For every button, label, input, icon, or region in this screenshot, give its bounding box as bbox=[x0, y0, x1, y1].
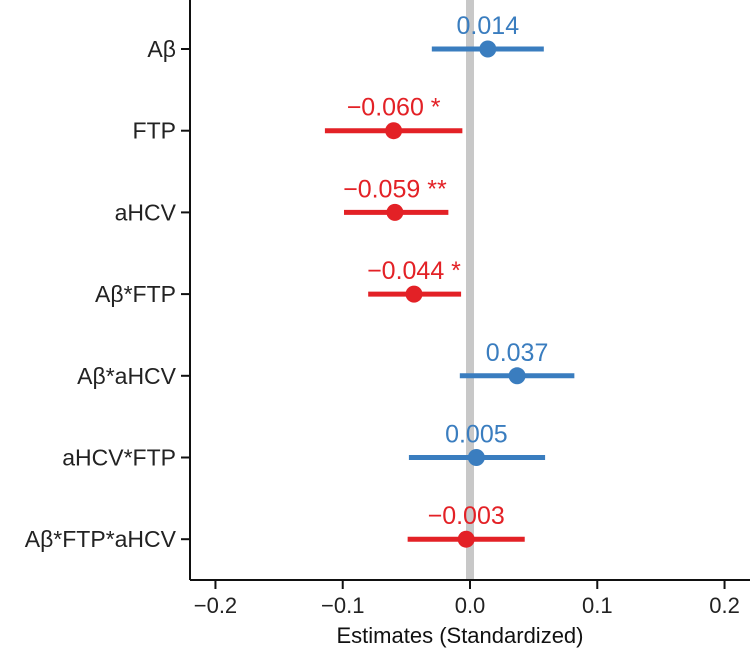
row-label: aHCV bbox=[115, 199, 177, 225]
estimate-label: 0.005 bbox=[445, 421, 508, 449]
estimate-label: −0.059 ** bbox=[343, 175, 447, 203]
row-label: aHCV*FTP bbox=[62, 445, 176, 471]
row-label: Aβ bbox=[147, 36, 176, 62]
estimate-point bbox=[508, 367, 526, 385]
x-tick-label: 0.0 bbox=[455, 593, 486, 618]
estimate-point bbox=[467, 449, 485, 466]
estimate-point bbox=[457, 530, 475, 548]
estimate-point bbox=[385, 122, 403, 140]
estimate-label: −0.060 * bbox=[347, 94, 441, 122]
estimate-label: 0.037 bbox=[486, 339, 549, 367]
row-label: Aβ*FTP bbox=[95, 281, 176, 307]
estimate-point bbox=[386, 203, 404, 221]
x-tick-label: −0.1 bbox=[321, 593, 364, 618]
x-tick-label: 0.2 bbox=[709, 593, 740, 618]
estimate-label: −0.044 * bbox=[367, 257, 461, 285]
x-axis-title: Estimates (Standardized) bbox=[337, 623, 584, 648]
row-label: Aβ*aHCV bbox=[77, 363, 177, 389]
estimate-marks: 0.014 −0.060 * −0.059 ** −0.044 * 0.037 0.005… bbox=[324, 12, 575, 548]
x-tick-label: 0.1 bbox=[582, 593, 613, 618]
row-label: FTP bbox=[133, 118, 176, 144]
row-label: Aβ*FTP*aHCV bbox=[25, 526, 177, 552]
x-tick-label: −0.2 bbox=[194, 593, 237, 618]
estimate-point bbox=[405, 285, 423, 303]
estimate-point bbox=[479, 40, 497, 58]
estimate-label: −0.003 bbox=[428, 502, 505, 530]
estimate-label: 0.014 bbox=[457, 12, 520, 40]
x-axis-ticks: −0.2 −0.1 0.0 0.1 0.2 bbox=[194, 580, 740, 618]
row-labels: Aβ FTP aHCV Aβ*FTP Aβ*aHCV aHCV*FTP Aβ*FTP*aHC… bbox=[25, 36, 190, 552]
